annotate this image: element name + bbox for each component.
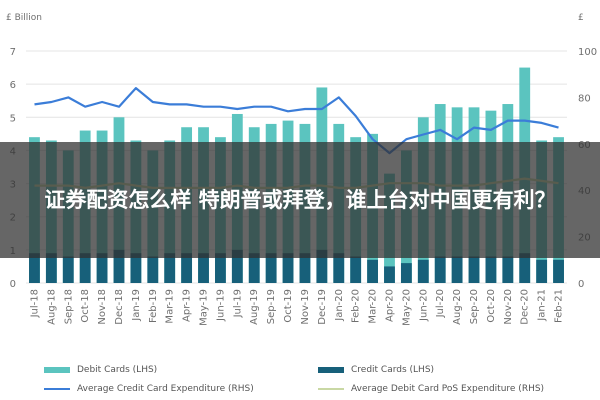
- x-tick-label: Oct-19: [283, 289, 294, 323]
- bar-credit-cards: [198, 253, 209, 283]
- x-tick-label: Feb-20: [351, 289, 362, 323]
- x-tick-label: Oct-18: [80, 289, 91, 323]
- x-tick-label: Jul-18: [29, 289, 40, 318]
- bar-credit-cards: [434, 256, 446, 283]
- bar-credit-cards: [468, 256, 480, 283]
- x-tick-label: Aug-20: [452, 289, 463, 325]
- overlay-banner: 证券配资怎么样 特朗普或拜登，谁上台对中国更有利？: [0, 142, 600, 258]
- legend-label-avg-credit: Average Credit Card Expenditure (RHS): [77, 384, 254, 394]
- x-tick-label: Jun-19: [215, 289, 226, 322]
- bar-credit-cards: [350, 256, 362, 283]
- x-tick-label: Mar-20: [368, 289, 379, 324]
- x-tick-label: Feb-19: [148, 289, 159, 323]
- line-avg-credit-card-expenditure: [34, 86, 559, 155]
- left-tick-label: 0: [10, 279, 16, 290]
- x-tick-label: Dec-18: [114, 289, 125, 325]
- legend-label-avg-debit-pos: Average Debit Card PoS Expenditure (RHS): [351, 384, 545, 394]
- bar-credit-cards: [485, 256, 497, 283]
- legend-item-avg-debit-pos: Average Debit Card PoS Expenditure (RHS): [318, 384, 544, 394]
- legend-item-avg-credit: Average Credit Card Expenditure (RHS): [44, 384, 254, 394]
- bar-credit-cards: [316, 249, 328, 283]
- bar-credit-cards: [130, 253, 142, 283]
- x-tick-label: Nov-20: [503, 289, 514, 325]
- x-tick-label: Sep-18: [63, 289, 74, 324]
- legend-swatch-avg-debit-pos: [318, 388, 344, 390]
- legend-label-credit-cards: Credit Cards (LHS): [351, 365, 435, 375]
- bar-credit-cards: [215, 253, 226, 283]
- x-tick-label: Oct-20: [486, 289, 497, 323]
- x-tick-label: Jul-20: [435, 289, 446, 318]
- bar-credit-cards: [164, 253, 176, 283]
- bar-credit-cards: [451, 256, 463, 283]
- legend-item-debit-cards: Debit Cards (LHS): [44, 365, 157, 375]
- right-tick-label: 100: [578, 47, 597, 58]
- right-tick-label: 0: [578, 279, 584, 290]
- x-tick-label: Sep-20: [469, 289, 480, 324]
- x-tick-label: May-19: [199, 289, 210, 326]
- x-tick-label: Apr-19: [182, 289, 193, 322]
- legend-swatch-debit-cards: [44, 367, 70, 373]
- left-axis-unit: £ Billion: [6, 13, 42, 23]
- bar-credit-cards: [96, 253, 108, 283]
- bar-credit-cards: [282, 253, 294, 283]
- x-tick-label: Mar-19: [165, 289, 176, 324]
- bar-credit-cards: [45, 253, 57, 283]
- axis-labels: 01234567020406080100Jul-18Aug-18Sep-18Oc…: [10, 47, 597, 326]
- right-axis-unit: £: [578, 13, 584, 23]
- x-tick-label: Jan-20: [334, 289, 345, 322]
- x-tick-label: Jan-19: [131, 289, 142, 322]
- banner-title: 证券配资怎么样 特朗普或拜登，谁上台对中国更有利？: [44, 188, 556, 212]
- right-tick-label: 80: [578, 93, 591, 104]
- bar-credit-cards: [536, 259, 548, 283]
- bar-credit-cards: [265, 253, 277, 283]
- x-tick-label: Jan-21: [537, 289, 548, 322]
- legend-swatch-credit-cards: [318, 367, 344, 373]
- legend: Debit Cards (LHS) Credit Cards (LHS) Ave…: [0, 359, 600, 400]
- x-tick-label: Sep-19: [266, 289, 277, 324]
- bar-credit-cards: [333, 253, 345, 283]
- left-tick-label: 5: [10, 113, 16, 124]
- x-tick-label: Nov-19: [300, 289, 311, 325]
- legend-label-debit-cards: Debit Cards (LHS): [77, 365, 158, 375]
- bar-credit-cards: [417, 259, 429, 283]
- x-tick-label: Aug-18: [46, 289, 57, 325]
- bar-credit-cards: [502, 256, 514, 283]
- bar-credit-cards: [519, 253, 531, 283]
- left-tick-label: 7: [10, 47, 16, 58]
- left-tick-label: 6: [10, 80, 16, 91]
- bar-credit-cards: [367, 259, 378, 283]
- x-tick-label: Apr-20: [384, 289, 395, 322]
- bar-credit-cards: [384, 266, 395, 283]
- bar-credit-cards: [231, 249, 243, 283]
- bar-credit-cards: [62, 256, 74, 283]
- bar-credit-cards: [299, 253, 311, 283]
- bar-credit-cards: [553, 259, 564, 283]
- bar-credit-cards: [248, 253, 260, 283]
- x-tick-label: Dec-19: [317, 289, 328, 325]
- legend-swatch-avg-credit: [44, 388, 70, 390]
- x-tick-label: Feb-21: [554, 289, 565, 323]
- x-tick-label: May-20: [401, 289, 412, 326]
- bar-credit-cards: [400, 263, 412, 283]
- x-tick-label: Jun-20: [418, 289, 429, 322]
- x-tick-label: Aug-19: [249, 289, 260, 325]
- bar-credit-cards: [79, 253, 91, 283]
- x-tick-label: Nov-18: [97, 289, 108, 325]
- legend-item-credit-cards: Credit Cards (LHS): [318, 365, 434, 375]
- bar-credit-cards: [113, 249, 125, 283]
- x-tick-label: Jul-19: [232, 289, 243, 318]
- bar-credit-cards: [29, 253, 40, 283]
- bar-credit-cards: [181, 253, 193, 283]
- bar-credit-cards: [147, 256, 159, 283]
- x-tick-label: Dec-20: [520, 289, 531, 325]
